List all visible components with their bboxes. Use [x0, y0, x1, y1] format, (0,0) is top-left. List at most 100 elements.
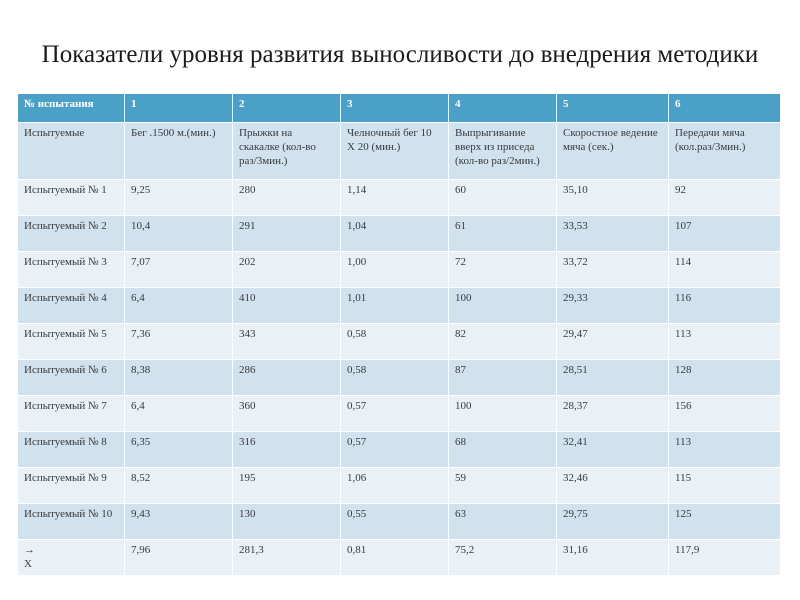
mean-cell: 281,3: [232, 539, 341, 576]
table-cell: 32,46: [556, 467, 669, 504]
table-cell: 8,52: [124, 467, 233, 504]
table-cell: 9,25: [124, 179, 233, 216]
table-cell: 0,57: [340, 395, 449, 432]
table-row: Испытуемый № 6 8,38 286 0,58 87 28,51 12…: [17, 359, 781, 396]
subheader-cell-rope-jumps: Прыжки на скакалке (кол-во раз/3мин.): [232, 122, 341, 180]
table-cell: 33,53: [556, 215, 669, 252]
subheader-cell-subjects: Испытуемые: [17, 122, 125, 180]
table-cell: 114: [668, 251, 781, 288]
table-cell: 10,4: [124, 215, 233, 252]
table-cell: 195: [232, 467, 341, 504]
results-table: № испытания 1 2 3 4 5 6 Испытуемые Бег .…: [17, 93, 781, 576]
table-cell: 61: [448, 215, 557, 252]
table-cell: 116: [668, 287, 781, 324]
table-cell: 87: [448, 359, 557, 396]
table-cell: 107: [668, 215, 781, 252]
table-cell: 286: [232, 359, 341, 396]
table-cell: 1,00: [340, 251, 449, 288]
table-cell: 32,41: [556, 431, 669, 468]
table-cell: 125: [668, 503, 781, 540]
table-cell: 6,4: [124, 395, 233, 432]
row-label: Испытуемый № 2: [17, 215, 125, 252]
table-cell: 130: [232, 503, 341, 540]
subheader-cell-run-1500: Бег .1500 м.(мин.): [124, 122, 233, 180]
table-cell: 100: [448, 287, 557, 324]
table-cell: 0,55: [340, 503, 449, 540]
subheader-cell-ball-dribble: Скоростное ведение мяча (сек.): [556, 122, 669, 180]
table-row: Испытуемый № 1 9,25 280 1,14 60 35,10 92: [17, 179, 781, 216]
table-cell: 113: [668, 323, 781, 360]
table-row: Испытуемый № 9 8,52 195 1,06 59 32,46 11…: [17, 467, 781, 504]
table-cell: 1,04: [340, 215, 449, 252]
mean-cell: 75,2: [448, 539, 557, 576]
mean-label: X: [24, 558, 32, 570]
table-cell: 6,4: [124, 287, 233, 324]
table-cell: 1,01: [340, 287, 449, 324]
header-cell-test-number: № испытания: [17, 93, 125, 123]
header-cell-6: 6: [668, 93, 781, 123]
table-row: Испытуемый № 5 7,36 343 0,58 82 29,47 11…: [17, 323, 781, 360]
table-cell: 360: [232, 395, 341, 432]
table-cell: 8,38: [124, 359, 233, 396]
header-cell-3: 3: [340, 93, 449, 123]
table-row: Испытуемый № 8 6,35 316 0,57 68 32,41 11…: [17, 431, 781, 468]
table-cell: 28,51: [556, 359, 669, 396]
table-cell: 72: [448, 251, 557, 288]
table-cell: 63: [448, 503, 557, 540]
mean-cell: 117,9: [668, 539, 781, 576]
table-cell: 33,72: [556, 251, 669, 288]
table-cell: 29,47: [556, 323, 669, 360]
table-cell: 60: [448, 179, 557, 216]
right-arrow-icon: →: [24, 544, 35, 556]
table-header-row: № испытания 1 2 3 4 5 6: [17, 93, 781, 123]
mean-cell: 7,96: [124, 539, 233, 576]
header-cell-1: 1: [124, 93, 233, 123]
table-row-mean: → X 7,96 281,3 0,81 75,2 31,16 117,9: [17, 539, 781, 576]
table-cell: 35,10: [556, 179, 669, 216]
table-cell: 100: [448, 395, 557, 432]
row-label: Испытуемый № 4: [17, 287, 125, 324]
row-label: Испытуемый № 7: [17, 395, 125, 432]
results-table-container: № испытания 1 2 3 4 5 6 Испытуемые Бег .…: [17, 93, 781, 576]
mean-cell: 31,16: [556, 539, 669, 576]
table-cell: 68: [448, 431, 557, 468]
table-cell: 7,07: [124, 251, 233, 288]
mean-label-cell: → X: [17, 539, 125, 576]
table-cell: 343: [232, 323, 341, 360]
table-cell: 115: [668, 467, 781, 504]
table-cell: 1,06: [340, 467, 449, 504]
row-label: Испытуемый № 6: [17, 359, 125, 396]
table-row: Испытуемый № 7 6,4 360 0,57 100 28,37 15…: [17, 395, 781, 432]
table-cell: 59: [448, 467, 557, 504]
table-cell: 0,57: [340, 431, 449, 468]
table-cell: 0,58: [340, 323, 449, 360]
row-label: Испытуемый № 5: [17, 323, 125, 360]
mean-cell: 0,81: [340, 539, 449, 576]
table-cell: 202: [232, 251, 341, 288]
table-cell: 280: [232, 179, 341, 216]
table-cell: 1,14: [340, 179, 449, 216]
header-cell-4: 4: [448, 93, 557, 123]
table-cell: 316: [232, 431, 341, 468]
subheader-cell-shuttle-run: Челночный бег 10 Х 20 (мин.): [340, 122, 449, 180]
table-subheader-row: Испытуемые Бег .1500 м.(мин.) Прыжки на …: [17, 122, 781, 180]
table-cell: 29,75: [556, 503, 669, 540]
row-label: Испытуемый № 9: [17, 467, 125, 504]
table-cell: 156: [668, 395, 781, 432]
table-cell: 128: [668, 359, 781, 396]
table-cell: 291: [232, 215, 341, 252]
slide-title: Показатели уровня развития выносливости …: [41, 41, 759, 68]
table-row: Испытуемый № 3 7,07 202 1,00 72 33,72 11…: [17, 251, 781, 288]
table-cell: 0,58: [340, 359, 449, 396]
table-cell: 113: [668, 431, 781, 468]
table-cell: 7,36: [124, 323, 233, 360]
row-label: Испытуемый № 8: [17, 431, 125, 468]
subheader-cell-squat-jumps: Выпрыгивание вверх из приседа (кол-во ра…: [448, 122, 557, 180]
row-label: Испытуемый № 10: [17, 503, 125, 540]
row-label: Испытуемый № 3: [17, 251, 125, 288]
table-cell: 410: [232, 287, 341, 324]
header-cell-5: 5: [556, 93, 669, 123]
table-cell: 29,33: [556, 287, 669, 324]
row-label: Испытуемый № 1: [17, 179, 125, 216]
table-cell: 92: [668, 179, 781, 216]
